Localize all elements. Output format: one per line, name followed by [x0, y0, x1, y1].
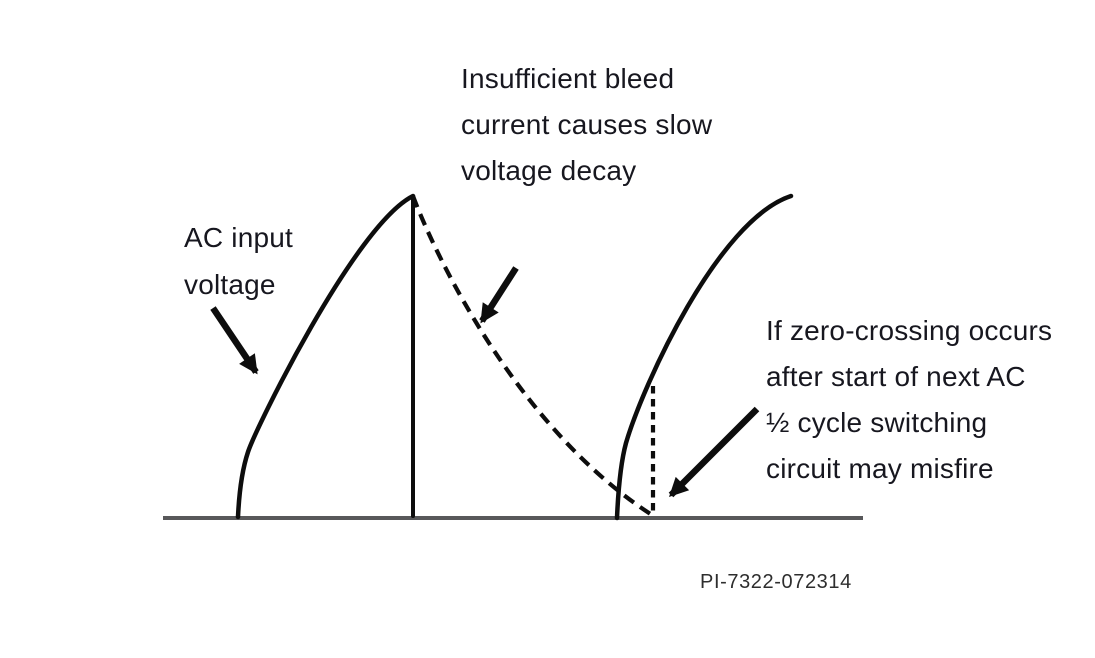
zero-crossing-annotation: If zero-crossing occurs after start of n…: [766, 308, 1052, 492]
slow-decay-dashed-curve: [411, 195, 654, 517]
ac-half-cycle-1-curve: [235, 193, 416, 520]
ac-input-annotation-line: voltage: [184, 269, 276, 300]
misfire-arrow-icon: [668, 406, 760, 498]
zero-crossing-annotation-line: If zero-crossing occurs: [766, 315, 1053, 346]
figure-code-label: PI-7322-072314: [700, 571, 852, 593]
ac-input-annotation-line: AC input: [184, 222, 293, 253]
bleed-decay-arrow-icon: [479, 266, 519, 324]
zero-crossing-annotation-line: after start of next AC: [766, 361, 1026, 392]
bleed-annotation: Insufficient bleed current causes slow v…: [461, 56, 712, 194]
bleed-annotation-line: voltage decay: [461, 155, 637, 186]
zero-crossing-annotation-line: ½ cycle switching: [766, 407, 988, 438]
ac-input-arrow-icon: [210, 306, 259, 375]
bleed-annotation-line: current causes slow: [461, 109, 713, 140]
ac-half-cycle-2-curve: [614, 193, 794, 521]
bleed-annotation-line: Insufficient bleed: [461, 63, 675, 94]
zero-crossing-annotation-line: circuit may misfire: [766, 453, 994, 484]
ac-input-annotation: AC input voltage: [184, 214, 293, 308]
